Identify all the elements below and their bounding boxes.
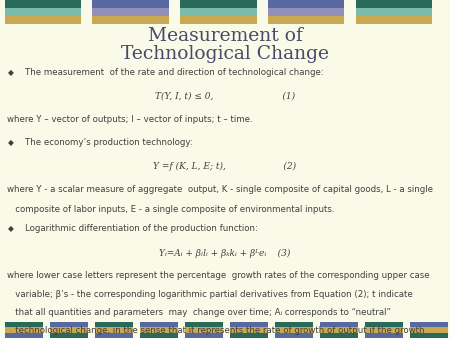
- Bar: [180, 16, 256, 24]
- Bar: [94, 327, 133, 333]
- Bar: [410, 322, 448, 327]
- Text: The measurement  of the rate and direction of technological change:: The measurement of the rate and directio…: [25, 68, 324, 77]
- Bar: [94, 322, 133, 327]
- Text: where Y – vector of outputs; I – vector of inputs; t – time.: where Y – vector of outputs; I – vector …: [7, 115, 252, 124]
- Text: ◆: ◆: [8, 224, 14, 233]
- Bar: [180, 8, 256, 16]
- Bar: [4, 322, 43, 327]
- Bar: [320, 333, 358, 338]
- Bar: [356, 16, 432, 24]
- Text: Technological Change: Technological Change: [121, 45, 329, 63]
- Bar: [140, 327, 178, 333]
- Text: that all quantities and parameters  may  change over time; Aᵢ corresponds to “ne: that all quantities and parameters may c…: [7, 308, 391, 317]
- Bar: [410, 333, 448, 338]
- Text: variable; β’s - the corresponding logarithmic partial derivatives from Equation : variable; β’s - the corresponding logari…: [7, 290, 413, 299]
- Text: technological change, in the sense that it represents the rate of growth of outp: technological change, in the sense that …: [7, 326, 424, 335]
- Text: ◆: ◆: [8, 138, 14, 147]
- Bar: [230, 327, 268, 333]
- Bar: [4, 333, 43, 338]
- Bar: [184, 333, 223, 338]
- Text: Yᵢ=Aᵢ + βₗlᵢ + βₖkᵢ + βᴸeᵢ    (3): Yᵢ=Aᵢ + βₗlᵢ + βₖkᵢ + βᴸeᵢ (3): [159, 248, 291, 258]
- Bar: [320, 327, 358, 333]
- Bar: [274, 327, 313, 333]
- Text: where Y - a scalar measure of aggregate  output, K - single composite of capital: where Y - a scalar measure of aggregate …: [7, 185, 433, 194]
- Bar: [230, 333, 268, 338]
- Text: where lower case letters represent the percentage  growth rates of the correspon: where lower case letters represent the p…: [7, 271, 429, 281]
- Bar: [268, 8, 344, 16]
- Bar: [184, 327, 223, 333]
- Bar: [4, 327, 43, 333]
- Bar: [274, 322, 313, 327]
- Text: T(Y, I, t) ≤ 0,                        (1): T(Y, I, t) ≤ 0, (1): [155, 92, 295, 101]
- Bar: [4, 0, 81, 8]
- Bar: [356, 8, 432, 16]
- Bar: [274, 333, 313, 338]
- Text: Measurement of: Measurement of: [148, 27, 302, 45]
- Bar: [4, 16, 81, 24]
- Bar: [50, 327, 88, 333]
- Bar: [140, 322, 178, 327]
- Bar: [364, 322, 403, 327]
- Bar: [50, 333, 88, 338]
- Bar: [4, 8, 81, 16]
- Text: Logarithmic differentiation of the production function:: Logarithmic differentiation of the produ…: [25, 224, 257, 233]
- Bar: [320, 322, 358, 327]
- Bar: [140, 333, 178, 338]
- Text: composite of labor inputs, E - a single composite of environmental inputs.: composite of labor inputs, E - a single …: [7, 205, 334, 214]
- Bar: [92, 16, 169, 24]
- Text: ◆: ◆: [8, 68, 14, 77]
- Bar: [268, 0, 344, 8]
- Bar: [410, 327, 448, 333]
- Bar: [356, 0, 432, 8]
- Bar: [230, 322, 268, 327]
- Bar: [268, 16, 344, 24]
- Bar: [364, 327, 403, 333]
- Bar: [94, 333, 133, 338]
- Text: Y =f (K, L, E; t),                    (2): Y =f (K, L, E; t), (2): [153, 162, 297, 171]
- Bar: [92, 0, 169, 8]
- Bar: [184, 322, 223, 327]
- Bar: [92, 8, 169, 16]
- Bar: [364, 333, 403, 338]
- Bar: [180, 0, 256, 8]
- Bar: [50, 322, 88, 327]
- Text: The economy’s production technology:: The economy’s production technology:: [25, 138, 193, 147]
